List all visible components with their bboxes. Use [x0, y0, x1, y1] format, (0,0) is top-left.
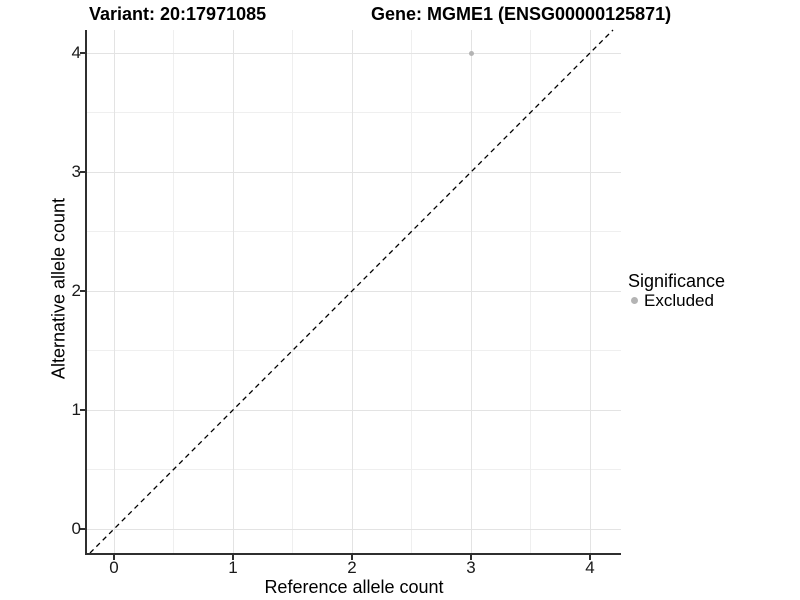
x-major-gridline	[470, 30, 472, 553]
y-tick-label: 2	[71, 281, 81, 300]
x-tick-label: 4	[585, 558, 595, 577]
x-major-gridline	[232, 30, 234, 553]
y-axis-tick	[80, 171, 85, 173]
identity-dashed-line	[89, 29, 614, 554]
x-minor-gridline	[173, 30, 174, 553]
x-tick-label: 3	[466, 558, 476, 577]
x-minor-gridline	[411, 30, 412, 553]
y-tick-label: 1	[71, 400, 81, 419]
y-major-gridline	[87, 52, 621, 54]
x-minor-gridline	[530, 30, 531, 553]
x-axis-tick	[232, 555, 234, 560]
y-axis-line	[85, 30, 87, 555]
y-minor-gridline	[87, 469, 621, 470]
legend-point-icon	[631, 297, 638, 304]
x-tick-label: 2	[347, 558, 357, 577]
y-minor-gridline	[87, 350, 621, 351]
data-point	[468, 50, 474, 56]
y-major-gridline	[87, 409, 621, 411]
y-axis-tick	[80, 52, 85, 54]
legend-item-label: Excluded	[644, 291, 714, 310]
x-axis-tick	[351, 555, 353, 560]
legend-items: Excluded	[628, 291, 788, 310]
plot-panel	[87, 29, 621, 554]
legend: Significance Excluded	[628, 271, 788, 310]
plot-title-gene: Gene: MGME1 (ENSG00000125871)	[371, 4, 672, 24]
y-minor-gridline	[87, 112, 621, 113]
y-tick-label: 3	[71, 162, 81, 181]
y-major-gridline	[87, 528, 621, 530]
gridline-layer	[87, 30, 621, 553]
legend-item: Excluded	[628, 291, 788, 310]
x-axis-tick	[113, 555, 115, 560]
y-minor-gridline	[87, 231, 621, 232]
x-axis-title: Reference allele count	[264, 577, 444, 597]
legend-title: Significance	[628, 271, 726, 291]
y-axis-tick	[80, 290, 85, 292]
y-major-gridline	[87, 290, 621, 292]
x-axis-tick	[470, 555, 472, 560]
plot-title-variant: Variant: 20:17971085	[89, 4, 267, 24]
x-tick-label: 1	[228, 558, 238, 577]
y-axis-tick	[80, 409, 85, 411]
y-tick-label: 4	[71, 43, 81, 62]
x-major-gridline	[113, 30, 115, 553]
x-axis-tick	[589, 555, 591, 560]
x-major-gridline	[589, 30, 591, 553]
y-major-gridline	[87, 171, 621, 173]
y-tick-label: 0	[71, 519, 81, 538]
x-minor-gridline	[292, 30, 293, 553]
y-axis-tick	[80, 528, 85, 530]
x-tick-label: 0	[109, 558, 119, 577]
x-axis-line	[85, 553, 621, 555]
data-point-layer	[87, 30, 621, 553]
